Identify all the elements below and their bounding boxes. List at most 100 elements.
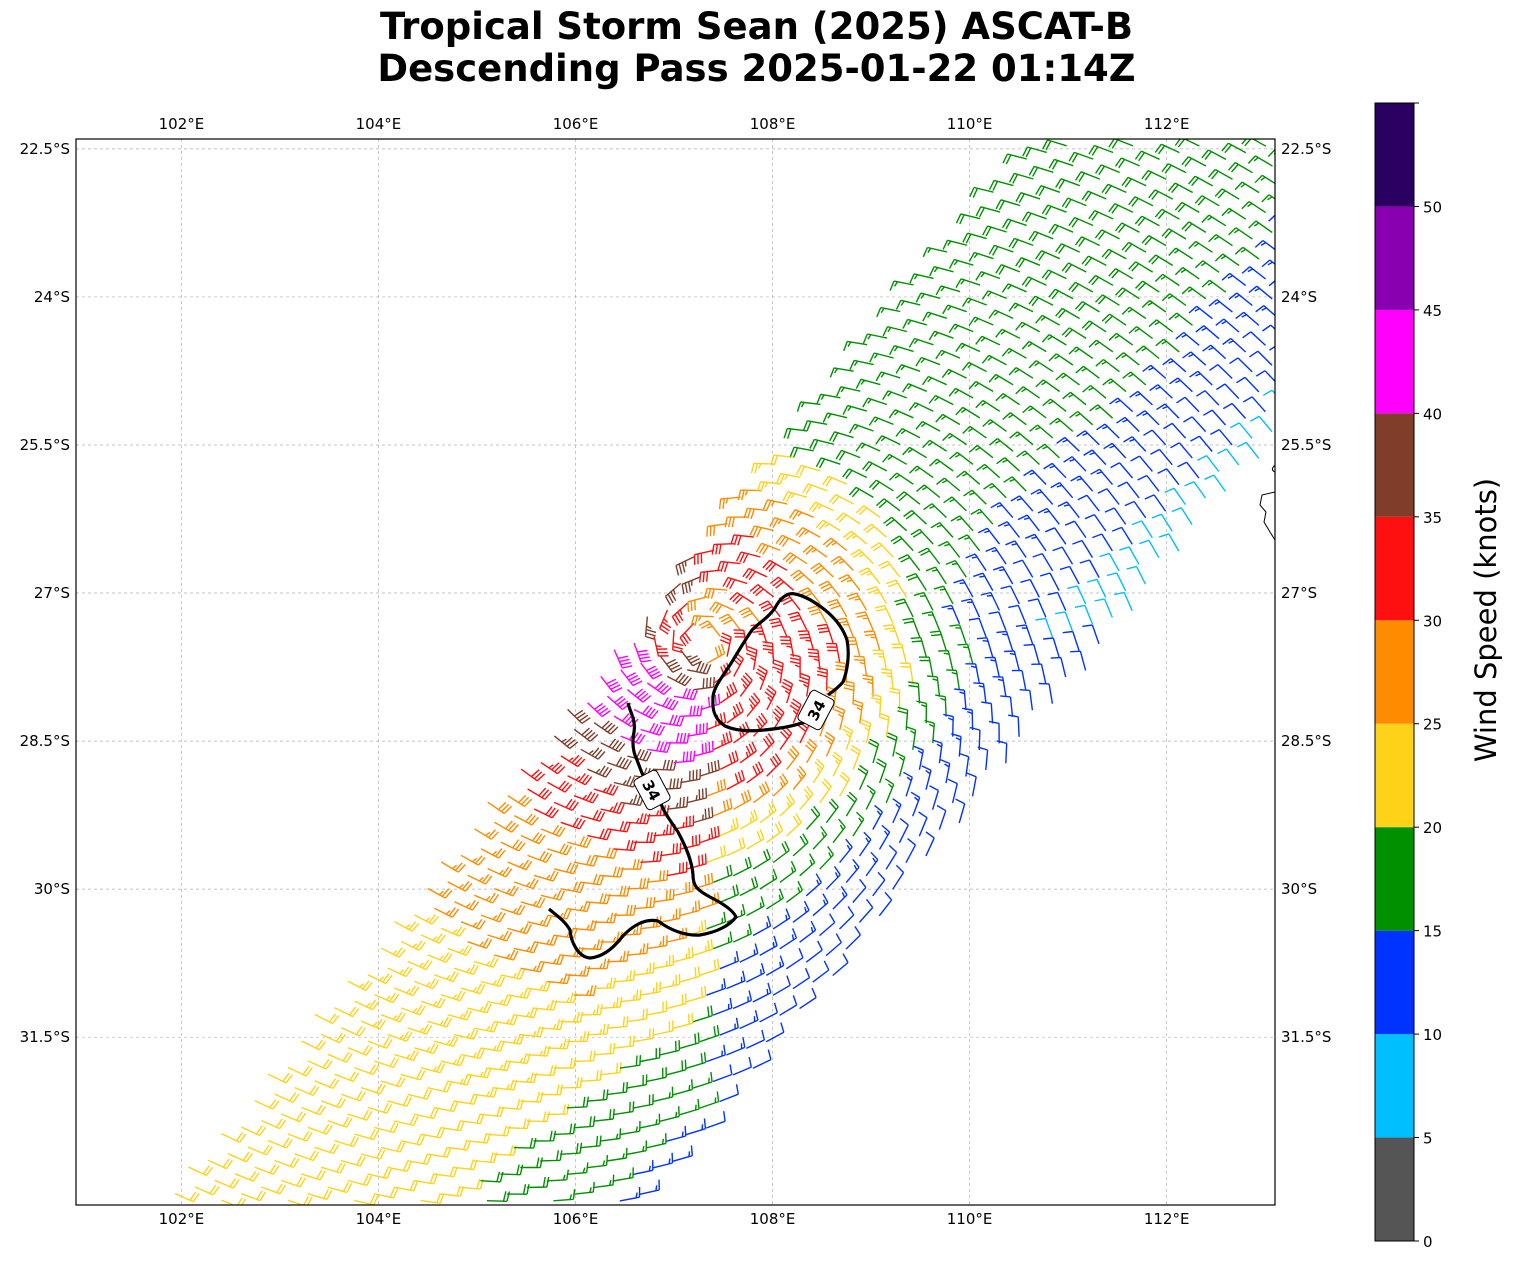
lat-tick-label-left: 22.5°S xyxy=(20,140,70,158)
wind-barb xyxy=(719,884,740,903)
wind-barb xyxy=(892,864,905,890)
wind-barb xyxy=(307,1189,333,1201)
wind-barb xyxy=(493,885,519,897)
wind-barb xyxy=(540,761,566,775)
wind-barb xyxy=(875,498,901,512)
wind-barb xyxy=(374,992,400,1004)
wind-barb xyxy=(400,940,426,951)
wind-barb xyxy=(1069,410,1094,426)
wind-barb xyxy=(739,876,759,897)
wind-barb xyxy=(782,491,808,503)
wind-barb xyxy=(1090,468,1114,486)
wind-barb xyxy=(1035,379,1061,393)
wind-barb xyxy=(848,423,874,434)
wind-barb xyxy=(1255,370,1275,383)
wind-barb xyxy=(1342,233,1365,246)
wind-barb xyxy=(1099,552,1120,572)
wind-barb xyxy=(759,1002,778,1023)
wind-barb xyxy=(533,999,558,1011)
wind-barb xyxy=(825,686,837,711)
wind-barb xyxy=(1149,384,1173,399)
wind-barb xyxy=(626,1074,648,1089)
wind-barb xyxy=(600,675,623,693)
wind-barb xyxy=(354,1129,379,1141)
wind-barb xyxy=(680,705,703,717)
wind-barb xyxy=(486,1191,511,1202)
wind-barb xyxy=(976,463,1001,479)
wind-barb xyxy=(653,888,675,903)
wind-barb xyxy=(779,928,798,950)
colorbar-tick-label: 30 xyxy=(1423,612,1442,630)
wind-barb xyxy=(687,596,708,613)
wind-barb xyxy=(593,977,617,990)
wind-barb xyxy=(1001,218,1027,230)
wind-barb xyxy=(706,523,728,537)
wind-barb xyxy=(785,948,804,970)
wind-barb xyxy=(1001,347,1027,359)
wind-barb xyxy=(1036,443,1060,459)
wind-barb xyxy=(587,765,613,778)
wind-barb xyxy=(1216,383,1240,399)
wind-barb xyxy=(1435,180,1458,193)
contour-label-upper: 34 xyxy=(797,689,835,731)
wind-barb xyxy=(921,765,932,790)
wind-barb xyxy=(500,968,525,980)
wind-barb xyxy=(627,748,652,762)
wind-barb xyxy=(480,1040,505,1052)
wind-barb xyxy=(1021,276,1047,288)
wind-barb xyxy=(380,1076,406,1088)
wind-barb xyxy=(1108,139,1134,149)
wind-barb xyxy=(679,622,695,647)
wind-barb xyxy=(957,643,974,664)
wind-barb xyxy=(1088,209,1114,221)
wind-barb xyxy=(1181,286,1207,300)
wind-barb xyxy=(1188,175,1214,187)
wind-barb xyxy=(1274,174,1275,176)
wind-barb xyxy=(1050,656,1067,678)
wind-barb xyxy=(1041,334,1067,346)
wind-barb xyxy=(988,244,1014,256)
wind-barb xyxy=(267,1072,293,1084)
wind-barb xyxy=(1097,488,1120,505)
wind-barb xyxy=(846,592,868,611)
wind-barb xyxy=(766,821,784,844)
wind-barb xyxy=(1169,377,1193,393)
wind-barb xyxy=(835,449,861,461)
wind-barb xyxy=(1188,305,1213,320)
wind-barb xyxy=(719,950,740,970)
wind-barb xyxy=(666,796,689,810)
wind-barb xyxy=(956,470,981,485)
wind-barb xyxy=(453,964,479,976)
wind-barb xyxy=(746,761,764,784)
wind-barb xyxy=(460,1048,485,1060)
wind-barb xyxy=(1309,266,1332,279)
wind-barb xyxy=(1081,255,1107,267)
wind-barb xyxy=(948,258,974,269)
wind-barb xyxy=(918,656,934,677)
wind-barb xyxy=(1049,417,1074,432)
wind-barb xyxy=(1061,197,1087,209)
wind-barb xyxy=(1008,237,1034,249)
wind-barb xyxy=(407,1088,432,1100)
colorbar: 0 5 10 15 20 25 30 35 40 45 50 xyxy=(1374,102,1442,1251)
wind-barb xyxy=(1342,298,1365,312)
wind-barb xyxy=(540,889,566,901)
wind-barb xyxy=(474,828,499,840)
wind-barb xyxy=(898,818,909,844)
wind-barb xyxy=(686,853,707,870)
wind-barb xyxy=(553,798,579,812)
wind-barb xyxy=(394,1115,419,1127)
wind-barb xyxy=(857,764,869,790)
wind-barb xyxy=(716,560,741,573)
wind-barb xyxy=(307,1123,333,1135)
wind-barb xyxy=(905,726,917,750)
wind-barb xyxy=(1168,312,1193,326)
colorbar-tick-label: 35 xyxy=(1423,509,1442,527)
wind-barb xyxy=(955,278,981,288)
wind-barb xyxy=(1008,604,1027,625)
wind-barb xyxy=(824,731,836,757)
wind-barb xyxy=(876,306,901,318)
wind-barb xyxy=(810,562,834,578)
wind-barb xyxy=(1168,182,1194,194)
wind-barb xyxy=(673,750,696,764)
